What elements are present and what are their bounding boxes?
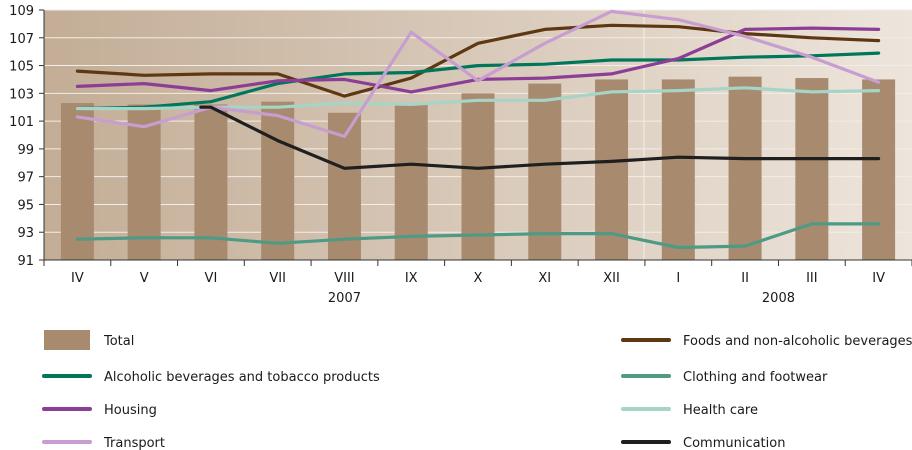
- bar-total: [528, 83, 562, 260]
- x-tick-label: VI: [205, 271, 218, 286]
- y-tick-label: 95: [17, 198, 34, 213]
- bar-total: [261, 101, 295, 261]
- x-tick-label: IV: [872, 271, 885, 286]
- legend-label: Clothing and footwear: [683, 370, 828, 385]
- line-alcoholic-beverages-and-tobacco-products: [75, 51, 881, 111]
- x-tick-label: XI: [538, 271, 551, 286]
- legend-item-alcoholic-beverages-and-tobacco-products: Alcoholic beverages and tobacco products: [42, 370, 380, 385]
- legend-label: Foods and non-alcoholic beverages: [683, 334, 912, 349]
- y-tick-label: 105: [9, 60, 34, 75]
- y-tick-label: 109: [9, 4, 34, 19]
- bar-total: [795, 78, 829, 260]
- bar-total: [394, 103, 428, 260]
- series-lines: [75, 9, 881, 250]
- legend-item-transport: Transport: [42, 436, 165, 450]
- year-label: 2007: [328, 291, 361, 306]
- y-tick-label: 97: [17, 171, 34, 186]
- y-tick-label: 93: [17, 226, 34, 241]
- year-label: 2008: [762, 291, 795, 306]
- x-tick-label: X: [474, 271, 483, 286]
- legend-item-housing: Housing: [42, 403, 157, 418]
- legend-swatch: [44, 330, 90, 350]
- bar-total: [728, 76, 762, 261]
- bar-total: [862, 79, 896, 260]
- bar-total: [595, 79, 629, 260]
- legend-item-total: Total: [44, 330, 134, 350]
- bar-total: [194, 104, 228, 260]
- total-bars: [60, 76, 896, 261]
- legend-item-communication: Communication: [621, 436, 785, 450]
- legend-label: Total: [103, 334, 134, 349]
- x-tick-label: V: [140, 271, 149, 286]
- bar-total: [461, 93, 495, 260]
- y-axis: 91 93 95 97 99 101 103 105 107 109: [9, 4, 45, 269]
- line-communication: [199, 105, 881, 170]
- x-tick-label: XII: [603, 271, 620, 286]
- y-tick-label: 107: [9, 32, 34, 47]
- line-foods-and-non-alcoholic-beverages: [75, 23, 881, 98]
- x-tick-label: IX: [405, 271, 418, 286]
- x-tick-label: IV: [71, 271, 84, 286]
- x-tick-label: VII: [269, 271, 286, 286]
- x-tick-label: VIII: [334, 271, 354, 286]
- legend: Total Alcoholic beverages and tobacco pro…: [42, 330, 912, 450]
- x-tick-label: III: [806, 271, 818, 286]
- x-tick-label: I: [676, 271, 680, 286]
- bar-total: [661, 79, 695, 260]
- legend-item-foods-and-non-alcoholic-beverages: Foods and non-alcoholic beverages: [621, 334, 912, 349]
- legend-label: Communication: [683, 436, 785, 450]
- y-tick-label: 99: [17, 143, 34, 158]
- x-tick-label: II: [741, 271, 749, 286]
- bar-total: [60, 103, 94, 260]
- legend-item-clothing-and-footwear: Clothing and footwear: [621, 370, 828, 385]
- legend-label: Health care: [683, 403, 758, 418]
- legend-label: Alcoholic beverages and tobacco products: [104, 370, 380, 385]
- line-clothing-and-footwear: [75, 222, 881, 250]
- y-tick-label: 103: [9, 87, 34, 102]
- y-tick-label: 101: [9, 115, 34, 130]
- legend-label: Housing: [104, 403, 157, 418]
- bar-total: [127, 104, 161, 260]
- y-tick-label: 91: [17, 254, 34, 269]
- legend-item-health-care: Health care: [621, 403, 758, 418]
- legend-label: Transport: [103, 436, 165, 450]
